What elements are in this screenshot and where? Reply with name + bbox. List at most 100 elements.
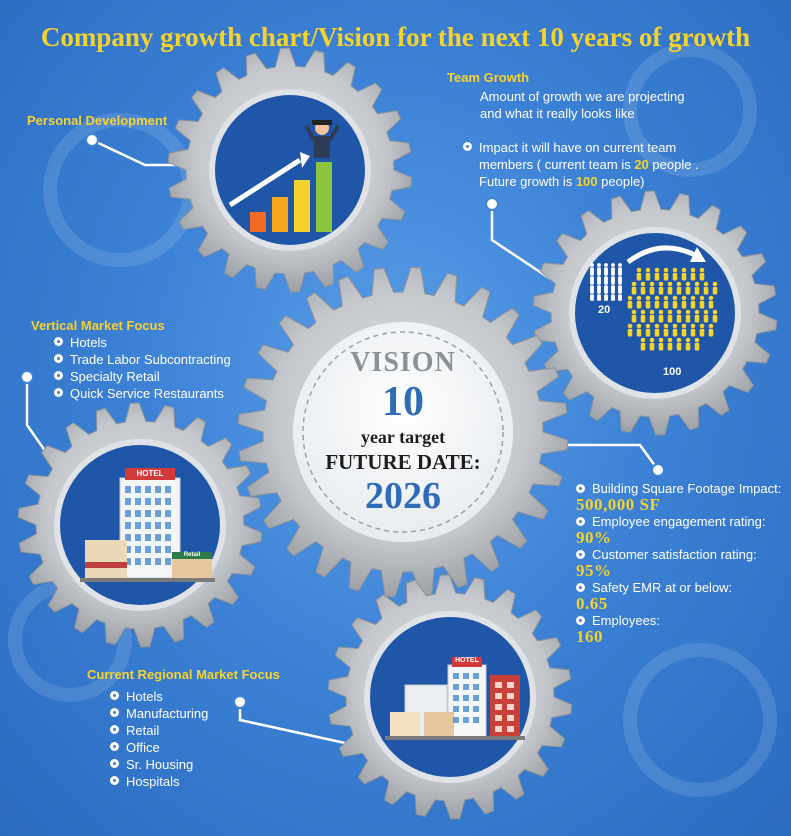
regional-city-illustration: [385, 657, 525, 740]
team-arrow: [626, 245, 697, 265]
person-icon: [690, 295, 696, 309]
window: [155, 558, 161, 565]
person-icon: [618, 281, 622, 292]
team-crowd-illustration: [590, 263, 718, 351]
person-icon: [685, 309, 691, 323]
retail-sign: Retail: [183, 552, 201, 558]
impact-line3: Future growth is 100 people): [479, 174, 645, 189]
bullet-icon: [576, 550, 585, 559]
window: [495, 726, 502, 732]
person-icon: [658, 281, 664, 295]
person-icon: [690, 267, 696, 281]
person-icon: [590, 290, 594, 301]
vertical-market-item: Quick Service Restaurants: [54, 385, 231, 402]
window: [495, 704, 502, 710]
person-icon: [597, 272, 601, 283]
regional-market-item: Office: [110, 739, 208, 756]
person-icon: [672, 323, 678, 337]
window: [463, 706, 469, 712]
vision-subtitle: year target: [360, 427, 446, 447]
window: [125, 522, 131, 529]
person-icon: [640, 337, 646, 351]
regional-market-label: Retail: [126, 723, 160, 738]
person-icon: [611, 290, 615, 301]
person-icon: [667, 281, 673, 295]
window: [453, 706, 459, 712]
person-icon: [618, 272, 622, 283]
window: [165, 546, 171, 553]
hotel-sign: HOTEL: [136, 469, 164, 478]
impact-line1: Impact it will have on current team: [479, 140, 677, 155]
team-growth-line2: and what it really looks like: [480, 106, 635, 121]
regional-market-list: Hotels Manufacturing Retail Office Sr. Housi…: [110, 688, 208, 790]
bullet-icon: [576, 517, 585, 526]
person-icon: [667, 337, 673, 351]
bullet-icon: [110, 691, 119, 700]
person-icon: [636, 295, 642, 309]
window: [125, 534, 131, 541]
personal-development-gear-face: [215, 95, 365, 245]
person-icon: [708, 295, 714, 309]
person-icon: [663, 295, 669, 309]
vision-future-label: FUTURE DATE:: [325, 450, 481, 474]
person-icon: [676, 309, 682, 323]
person-icon: [604, 281, 608, 292]
window: [507, 715, 514, 721]
bullet-icon: [576, 583, 585, 592]
window: [125, 558, 131, 565]
window: [155, 522, 161, 529]
vertical-market-item: Hotels: [54, 334, 231, 351]
window: [495, 682, 502, 688]
crowd-small-label: 20: [598, 304, 611, 316]
window: [165, 498, 171, 505]
window: [135, 534, 141, 541]
window: [463, 684, 469, 690]
window: [155, 498, 161, 505]
window: [145, 498, 151, 505]
window: [145, 510, 151, 517]
person-icon: [611, 281, 615, 292]
person-icon: [590, 263, 594, 274]
window: [507, 693, 514, 699]
person-icon: [676, 337, 682, 351]
person-icon: [676, 281, 682, 295]
window: [165, 558, 171, 565]
vertical-market-list: Hotels Trade Labor Subcontracting Specialt…: [54, 334, 231, 402]
person-icon: [640, 309, 646, 323]
person-icon: [712, 281, 718, 295]
person-icon: [604, 272, 608, 283]
bullet-icon: [463, 142, 472, 151]
metric-item: Building Square Footage Impact: 500,000 S…: [576, 481, 781, 513]
bullet-icon: [576, 484, 585, 493]
window: [453, 717, 459, 723]
window: [155, 546, 161, 553]
person-icon: [627, 295, 633, 309]
person-icon: [631, 309, 637, 323]
person-icon: [654, 267, 660, 281]
person-icon: [645, 323, 651, 337]
metric-value: 0.65: [576, 594, 608, 613]
bullet-icon: [54, 337, 63, 346]
window: [125, 510, 131, 517]
person-icon: [672, 267, 678, 281]
person-icon: [681, 295, 687, 309]
vertical-market-label: Specialty Retail: [70, 369, 160, 384]
growth-chart-illustration: [228, 120, 340, 232]
person-icon: [618, 290, 622, 301]
window: [145, 558, 151, 565]
person-icon: [699, 267, 705, 281]
team-growth-gear-face: [575, 233, 735, 393]
window: [135, 558, 141, 565]
window: [125, 486, 131, 493]
regional-market-heading: Current Regional Market Focus: [87, 667, 280, 682]
person-icon: [649, 337, 655, 351]
regional-market-item: Hospitals: [110, 773, 208, 790]
team-growth-impact-item: Impact it will have on current team memb…: [463, 139, 699, 190]
person-icon: [690, 323, 696, 337]
person-icon: [663, 323, 669, 337]
team-growth-description: Amount of growth we are projecting and w…: [480, 88, 685, 122]
window: [453, 673, 459, 679]
metric-label: Customer satisfaction rating:: [592, 547, 757, 562]
window: [463, 695, 469, 701]
